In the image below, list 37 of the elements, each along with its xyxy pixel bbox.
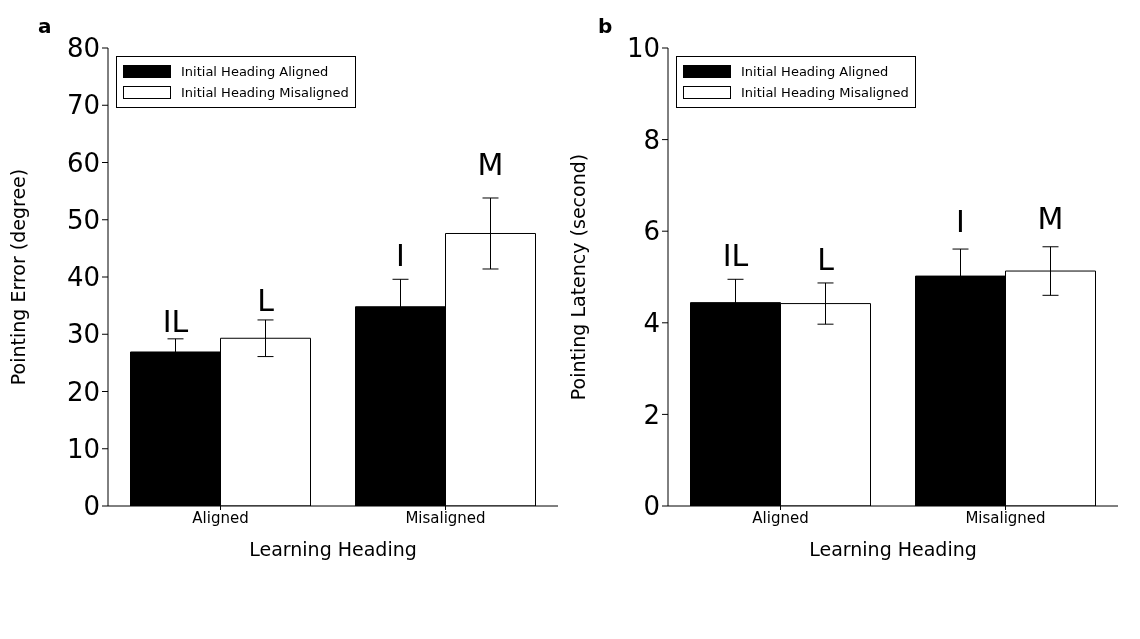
y-tick-label: 60: [66, 147, 100, 178]
legend-label: Initial Heading Aligned: [181, 63, 329, 81]
annotation: L: [817, 241, 835, 277]
legend-label: Initial Heading Misaligned: [741, 84, 909, 102]
y-tick-label: 0: [83, 491, 100, 522]
y-tick-label: 6: [643, 216, 660, 247]
x-tick-label: Aligned: [192, 508, 249, 527]
x-tick-label: Misaligned: [965, 508, 1046, 527]
y-tick-label: 30: [66, 319, 100, 350]
legend-label: Initial Heading Aligned: [741, 63, 889, 81]
annotation: I: [956, 203, 965, 239]
annotation: I: [396, 237, 405, 273]
y-tick-label: 10: [66, 433, 100, 464]
y-tick-label: 50: [66, 204, 100, 235]
annotation: L: [257, 282, 275, 318]
y-tick-label: 40: [66, 262, 100, 293]
y-axis-title: Pointing Latency (second): [566, 153, 589, 401]
y-tick-label: 20: [66, 376, 100, 407]
legend-label: Initial Heading Misaligned: [181, 84, 349, 102]
y-tick-label: 80: [66, 33, 100, 64]
x-axis-title: Learning Heading: [249, 538, 417, 560]
y-tick-label: 4: [643, 308, 660, 339]
y-tick-label: 0: [643, 491, 660, 522]
annotation: IL: [722, 237, 749, 273]
y-tick-label: 70: [66, 90, 100, 121]
chart-title: b: [598, 14, 613, 38]
y-tick-label: 8: [643, 124, 660, 155]
x-axis-title: Learning Heading: [809, 538, 977, 560]
annotation: M: [477, 147, 504, 183]
y-tick-label: 10: [626, 33, 660, 64]
x-tick-label: Misaligned: [405, 508, 486, 527]
annotation: IL: [162, 303, 189, 339]
y-axis-title: Pointing Error (degree): [6, 168, 29, 386]
y-tick-label: 2: [643, 399, 660, 430]
annotation: M: [1037, 201, 1064, 237]
chart-title: a: [38, 14, 52, 38]
x-tick-label: Aligned: [752, 508, 809, 527]
